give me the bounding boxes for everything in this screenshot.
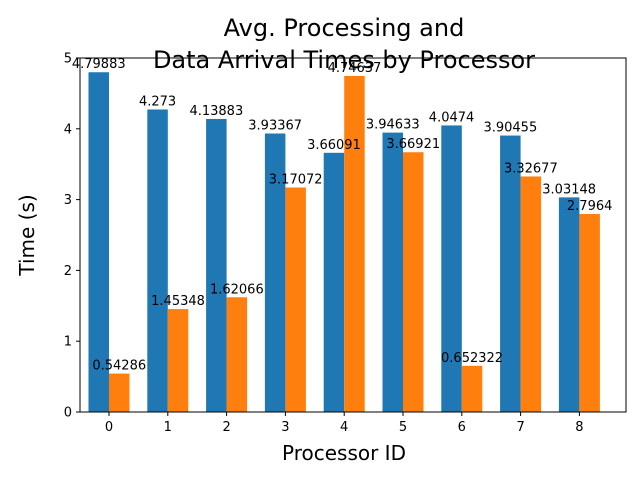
x-tick-label-0: 0 bbox=[105, 420, 113, 435]
bar-series-2-processor-8 bbox=[579, 214, 600, 412]
x-tick-label-1: 1 bbox=[164, 420, 172, 435]
x-tick-label-8: 8 bbox=[575, 420, 583, 435]
data-label-series-2-processor-6: 0.652322 bbox=[441, 351, 503, 366]
bar-series-2-processor-3 bbox=[285, 187, 306, 412]
bar-series-2-processor-1 bbox=[167, 309, 189, 412]
data-label-series-1-processor-3: 3.93367 bbox=[248, 119, 302, 134]
data-label-series-2-processor-5: 3.66921 bbox=[386, 137, 440, 152]
bar-series-1-processor-6 bbox=[441, 125, 462, 412]
x-tick-label-6: 6 bbox=[458, 420, 466, 435]
data-label-series-1-processor-0: 4.79883 bbox=[72, 57, 126, 72]
plot-frame bbox=[79, 57, 627, 413]
y-tick-label-1: 1 bbox=[64, 335, 72, 350]
x-tick-label-4: 4 bbox=[340, 420, 348, 435]
y-tick-label-5: 5 bbox=[64, 52, 72, 67]
y-tick-label-2: 2 bbox=[64, 264, 72, 279]
bar-series-2-processor-4 bbox=[344, 75, 365, 413]
data-label-series-1-processor-2: 4.13883 bbox=[189, 104, 243, 119]
data-label-series-2-processor-8: 2.7964 bbox=[567, 199, 613, 214]
y-tick-label-3: 3 bbox=[64, 193, 72, 208]
x-tick-label-7: 7 bbox=[516, 420, 524, 435]
data-label-series-2-processor-1: 1.45348 bbox=[151, 294, 205, 309]
bars-layer bbox=[88, 72, 600, 413]
data-label-series-1-processor-1: 4.273 bbox=[139, 94, 176, 109]
bar-series-1-processor-4 bbox=[323, 152, 345, 412]
x-tick-label-2: 2 bbox=[222, 420, 230, 435]
data-label-series-2-processor-4: 4.74637 bbox=[328, 61, 382, 76]
y-axis-label: Time (s) bbox=[15, 194, 39, 276]
y-axis: 0 1 2 3 4 5 bbox=[64, 52, 80, 421]
x-tick-label-5: 5 bbox=[399, 420, 407, 435]
x-axis-label: Processor ID bbox=[282, 441, 406, 465]
data-label-series-1-processor-6: 4.0474 bbox=[429, 110, 475, 125]
y-tick-label-0: 0 bbox=[64, 406, 72, 421]
chart-title-line-1: Avg. Processing and bbox=[224, 14, 465, 42]
chart-title-line-2: Data Arrival Times by Processor bbox=[153, 46, 535, 74]
data-label-series-1-processor-4: 3.66091 bbox=[307, 138, 361, 153]
data-label-series-1-processor-7: 3.90455 bbox=[483, 121, 537, 136]
bar-series-2-processor-5 bbox=[403, 152, 424, 412]
data-label-series-1-processor-8: 3.03148 bbox=[542, 182, 596, 197]
bar-series-1-processor-3 bbox=[264, 133, 286, 412]
bar-series-2-processor-7 bbox=[520, 176, 542, 412]
data-label-series-2-processor-2: 1.62066 bbox=[210, 282, 264, 297]
data-labels-layer: 4.79883 0.54286 4.273 1.45348 4.13883 1.62066… bbox=[72, 57, 613, 373]
x-tick-label-3: 3 bbox=[281, 420, 289, 435]
bar-series-2-processor-2 bbox=[226, 297, 248, 412]
bar-series-1-processor-2 bbox=[206, 118, 227, 412]
bar-series-2-processor-0 bbox=[109, 373, 130, 412]
bar-series-1-processor-1 bbox=[147, 109, 168, 412]
data-label-series-2-processor-0: 0.54286 bbox=[92, 359, 146, 374]
y-tick-label-4: 4 bbox=[64, 122, 72, 137]
data-label-series-2-processor-7: 3.32677 bbox=[504, 161, 558, 176]
bar-series-1-processor-0 bbox=[88, 72, 109, 413]
bar-series-2-processor-6 bbox=[461, 365, 483, 412]
bar-series-1-processor-7 bbox=[500, 135, 521, 412]
data-label-series-1-processor-5: 3.94633 bbox=[366, 118, 420, 133]
bar-series-1-processor-5 bbox=[382, 132, 403, 412]
bar-series-1-processor-8 bbox=[558, 197, 580, 412]
data-label-series-2-processor-3: 3.17072 bbox=[269, 173, 323, 188]
x-axis: 0 1 2 3 4 5 6 7 8 bbox=[105, 412, 584, 435]
